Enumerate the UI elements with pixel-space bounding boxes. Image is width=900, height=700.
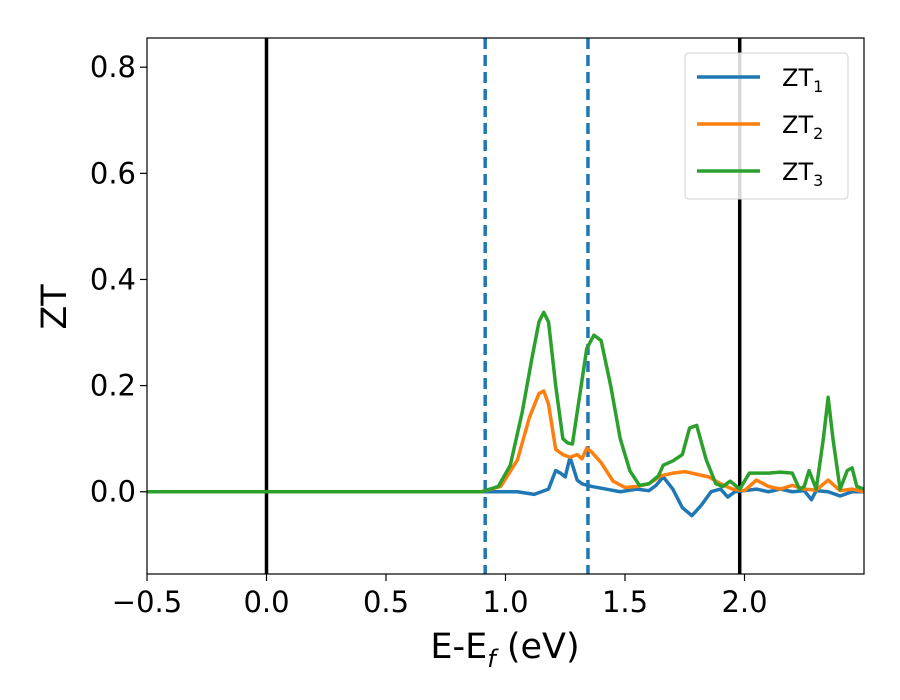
series-line-zt3	[147, 310, 864, 494]
x-tick-label: 1.5	[602, 585, 648, 619]
legend: ZT1 ZT2 ZT3	[684, 52, 849, 200]
series-line-zt1	[147, 455, 864, 518]
x-axis-label: E-Ef (eV)	[430, 627, 579, 673]
legend-box	[684, 52, 849, 200]
x-axis-label-unit: (eV)	[496, 627, 580, 667]
x-tick-label: −0.5	[112, 585, 182, 619]
y-tick-label: 0.4	[90, 262, 136, 296]
y-tick-label: 0.6	[90, 156, 136, 190]
legend-label-zt2: ZT2	[782, 111, 823, 143]
y-axis: 0.0 0.2 0.4 0.6 0.8	[90, 50, 147, 509]
series-lines	[147, 310, 864, 518]
legend-label-zt3: ZT3	[782, 158, 823, 190]
x-tick-label: 1.0	[482, 585, 528, 619]
y-tick-label: 0.8	[90, 50, 136, 84]
x-tick-label: 2.0	[721, 585, 767, 619]
y-tick-label: 0.2	[90, 369, 136, 403]
x-tick-label: 0.5	[363, 585, 409, 619]
legend-label-zt1: ZT1	[782, 64, 823, 96]
y-axis-label: ZT	[35, 284, 75, 330]
y-tick-label: 0.0	[90, 475, 136, 509]
x-tick-label: 0.0	[243, 585, 289, 619]
x-axis: −0.5 0.0 0.5 1.0 1.5 2.0	[112, 574, 768, 619]
